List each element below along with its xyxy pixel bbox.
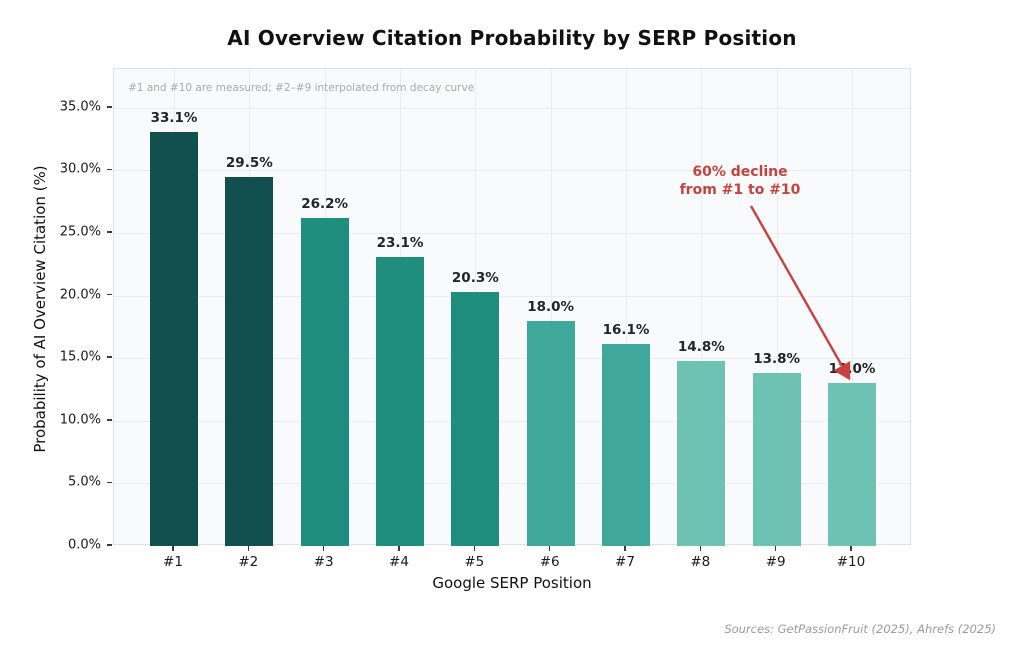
bar-value-label: 23.1%: [376, 234, 424, 251]
x-tick-label: #8: [690, 554, 711, 570]
gridline-horizontal: [114, 295, 910, 297]
x-tick-mark: [774, 546, 777, 551]
chart-title: AI Overview Citation Probability by SERP…: [227, 26, 797, 50]
x-tick-label: #9: [765, 554, 786, 570]
bar-value-label: 13.0%: [828, 361, 876, 378]
annotation-line-2: from #1 to #10: [679, 182, 801, 198]
y-tick-label: 10.0%: [59, 412, 101, 428]
x-tick-label: #2: [238, 554, 259, 570]
gridline-vertical: [701, 69, 703, 544]
x-tick-mark: [548, 546, 551, 551]
y-tick-label: 20.0%: [59, 287, 101, 303]
x-tick-mark: [172, 546, 174, 551]
x-tick-mark: [322, 546, 325, 551]
bar-#10: [828, 383, 876, 546]
y-tick-mark: [107, 544, 112, 546]
gridline-vertical: [852, 69, 853, 544]
y-tick-label: 15.0%: [59, 349, 101, 365]
bar-#1: [150, 131, 198, 546]
y-tick-label: 0.0%: [67, 537, 101, 553]
x-tick-mark: [398, 546, 400, 551]
annotation-line-1: 60% decline: [692, 164, 788, 180]
x-tick-mark: [850, 546, 852, 551]
y-tick-mark: [107, 106, 112, 108]
x-tick-mark: [699, 546, 702, 551]
y-tick-mark: [107, 231, 112, 233]
y-tick-label: 5.0%: [67, 474, 101, 490]
bar-#3: [300, 217, 349, 546]
gridline-horizontal: [114, 233, 910, 234]
bar-#9: [752, 373, 801, 546]
gridline-horizontal: [114, 420, 910, 422]
x-tick-label: #10: [836, 554, 866, 570]
x-tick-label: #5: [464, 554, 485, 570]
y-tick-label: 25.0%: [59, 224, 101, 240]
bar-#6: [526, 320, 575, 546]
gridline-horizontal: [114, 170, 910, 172]
y-tick-mark: [107, 168, 112, 171]
bar-#4: [376, 256, 424, 546]
bar-value-label: 26.2%: [301, 195, 349, 212]
gridline-vertical: [550, 69, 552, 544]
methodology-note: #1 and #10 are measured; #2–#9 interpola…: [128, 82, 475, 94]
x-tick-mark: [624, 546, 626, 551]
bar-value-label: 18.0%: [527, 298, 575, 315]
y-tick-mark: [107, 293, 112, 296]
annotation-text: 60% decline from #1 to #10: [680, 163, 801, 199]
x-tick-label: #7: [615, 554, 635, 570]
gridline-vertical: [626, 69, 627, 544]
bar-value-label: 33.1%: [150, 109, 198, 126]
x-tick-label: #1: [163, 554, 183, 570]
bar-value-label: 13.8%: [753, 351, 801, 368]
gridline-horizontal: [114, 107, 910, 109]
bar-#5: [451, 291, 500, 546]
x-tick-label: #6: [539, 554, 560, 570]
bar-value-label: 29.5%: [225, 154, 273, 171]
bar-value-label: 20.3%: [451, 269, 499, 286]
bar-value-label: 14.8%: [677, 338, 725, 355]
y-tick-label: 30.0%: [59, 161, 101, 177]
bar-#8: [677, 360, 726, 546]
y-tick-mark: [107, 481, 112, 484]
y-tick-mark: [107, 419, 112, 421]
x-tick-mark: [473, 546, 476, 551]
x-tick-label: #4: [389, 554, 409, 570]
bar-#2: [225, 176, 274, 546]
x-tick-mark: [247, 546, 250, 551]
gridline-horizontal: [114, 358, 910, 360]
x-axis-label: Google SERP Position: [432, 574, 592, 592]
bar-value-label: 16.1%: [602, 322, 650, 339]
bar-#7: [602, 344, 650, 546]
y-axis-label: Probability of AI Overview Citation (%): [31, 165, 49, 453]
source-note: Sources: GetPassionFruit (2025), Ahrefs …: [724, 622, 996, 636]
y-tick-mark: [107, 356, 112, 358]
plot-area: #1 and #10 are measured; #2–#9 interpola…: [113, 68, 911, 546]
gridline-horizontal: [114, 483, 910, 485]
y-tick-label: 35.0%: [59, 99, 101, 115]
x-tick-label: #3: [313, 554, 334, 570]
